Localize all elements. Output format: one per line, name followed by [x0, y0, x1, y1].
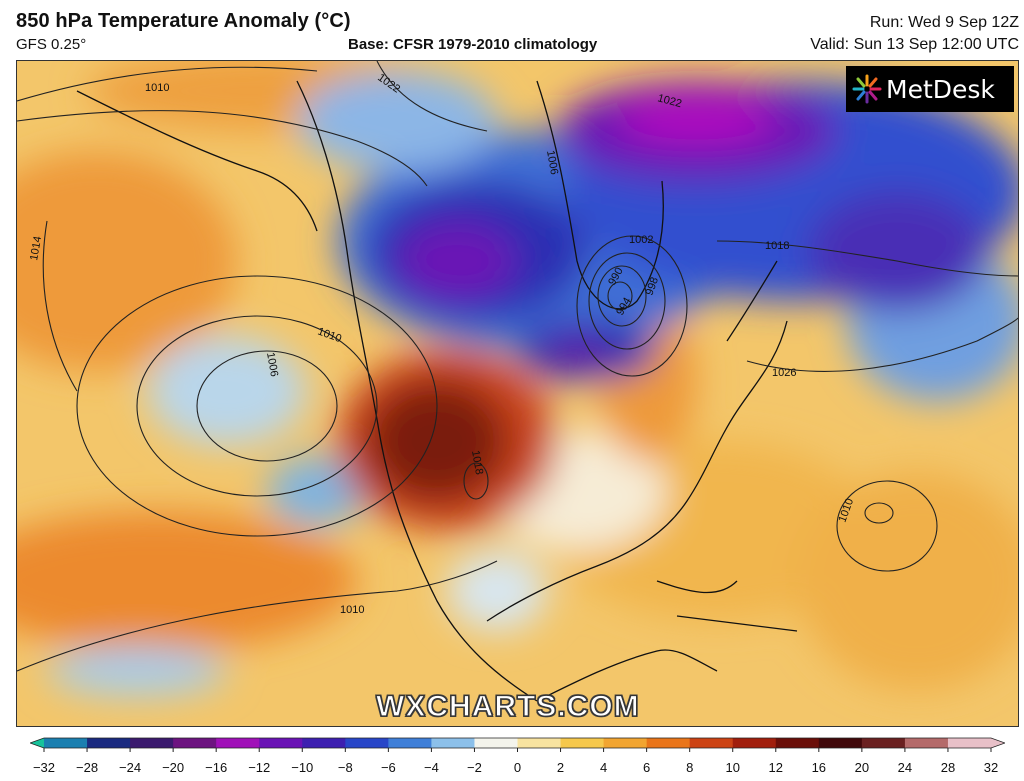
colorbar-swatch: [87, 738, 131, 748]
anomaly-field: [17, 61, 1018, 696]
colorbar-tick-label: 32: [984, 760, 998, 775]
colorbar-swatch: [646, 738, 691, 748]
colorbar-swatch: [947, 738, 992, 748]
colorbar-tick-label: −8: [338, 760, 353, 775]
coastlines: [76, 80, 798, 702]
colorbar-swatch: [216, 738, 260, 748]
colorbar-swatch: [775, 738, 820, 748]
colorbar-swatch: [302, 738, 346, 748]
isobar-label: 1006: [544, 149, 560, 175]
colorbar-svg: −32 −28 −24 −20 −16 −12 −10 −8 −6 −4 −2 0 2 4 6 8 10 12 16…: [28, 737, 1007, 775]
colorbar-tick-label: 6: [643, 760, 650, 775]
colorbar-swatch: [388, 738, 432, 748]
colorbar-swatch: [259, 738, 303, 748]
colorbar-swatch: [173, 738, 217, 748]
map-header: 850 hPa Temperature Anomaly (°C) GFS 0.2…: [0, 0, 1024, 60]
colorbar-max-arrow: [991, 738, 1005, 748]
colorbar-tick-label: 24: [898, 760, 912, 775]
colorbar-swatch: [818, 738, 863, 748]
colorbar-swatch: [861, 738, 906, 748]
isobars: [17, 61, 1018, 672]
colorbar-tick-label: −12: [248, 760, 270, 775]
metdesk-logo-text: MetDesk: [886, 74, 995, 104]
model-label: GFS 0.25°: [16, 36, 87, 53]
isobar-label: 1006: [264, 351, 280, 377]
colorbar-tick-label: −16: [205, 760, 227, 775]
colorbar-swatch: [474, 738, 518, 748]
colorbar-tick-label: −10: [291, 760, 313, 775]
isobar-label: 1010: [340, 604, 364, 616]
colorbar-tick-label: 10: [725, 760, 739, 775]
colorbar-tick-label: 12: [769, 760, 783, 775]
colorbar-tick-label: −20: [162, 760, 184, 775]
isobar-label: 1002: [629, 234, 653, 246]
run-time-label: Run: Wed 9 Sep 12Z: [869, 14, 1019, 31]
isobar-label: 1026: [772, 367, 796, 379]
colorbar-tick-label: −24: [119, 760, 141, 775]
chart-title: 850 hPa Temperature Anomaly (°C): [16, 10, 351, 32]
colorbar-swatch: [732, 738, 777, 748]
anomaly-map-canvas: 1010 1022 1014 1010 1006 1006 1002 998 9…: [17, 61, 1018, 726]
colorbar-swatches: [28, 737, 1007, 749]
metdesk-logo: MetDesk: [846, 66, 1014, 112]
colorbar-tick-label: 4: [600, 760, 607, 775]
isobar-label: 1018: [469, 449, 485, 475]
colorbar-swatch: [345, 738, 389, 748]
colorbar-tick-label: 0: [514, 760, 521, 775]
isobar-label: 1010: [145, 82, 169, 94]
colorbar-swatch: [431, 738, 475, 748]
colorbar-tick-label: −2: [467, 760, 482, 775]
colorbar-tick-label: −28: [76, 760, 98, 775]
colorbar-tick-label: −4: [424, 760, 439, 775]
isobar-labels: 1010 1022 1014 1010 1006 1006 1002 998 9…: [28, 72, 856, 616]
colorbar-swatch: [603, 738, 648, 748]
isobar-label: 1018: [765, 240, 789, 252]
colorbar-tick-label: 16: [812, 760, 826, 775]
metdesk-burst-icon: [852, 74, 882, 104]
colorbar-swatch: [130, 738, 174, 748]
colorbar-tick-label: −6: [381, 760, 396, 775]
colorbar-tick-label: 2: [557, 760, 564, 775]
wxcharts-watermark: WXCHARTS.COM: [375, 689, 640, 723]
climatology-base-label: Base: CFSR 1979-2010 climatology: [348, 36, 598, 53]
valid-time-label: Valid: Sun 13 Sep 12:00 UTC: [810, 36, 1019, 53]
isobar-label: 1014: [28, 235, 44, 261]
colorbar-tick-label: 8: [686, 760, 693, 775]
colorbar-swatch: [904, 738, 949, 748]
colorbar-swatch: [689, 738, 734, 748]
colorbar-tick-label: 20: [855, 760, 869, 775]
anomaly-map: 1010 1022 1014 1010 1006 1006 1002 998 9…: [16, 60, 1019, 727]
colorbar: −32 −28 −24 −20 −16 −12 −10 −8 −6 −4 −2 0 2 4 6 8 10 12 16…: [28, 736, 1007, 776]
colorbar-swatch: [44, 738, 88, 748]
colorbar-min-arrow: [30, 738, 44, 748]
colorbar-swatch: [517, 738, 562, 748]
colorbar-tick-label: −32: [33, 760, 55, 775]
isobar-label: 998: [644, 276, 662, 297]
colorbar-swatch: [560, 738, 605, 748]
colorbar-tick-label: 28: [941, 760, 955, 775]
colorbar-tick-labels: −32 −28 −24 −20 −16 −12 −10 −8 −6 −4 −2 0 2 4 6 8 10 12 16…: [33, 748, 998, 775]
